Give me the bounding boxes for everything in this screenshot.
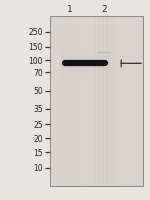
Text: 150: 150 (28, 43, 43, 52)
Text: 15: 15 (33, 148, 43, 157)
Text: 25: 25 (33, 120, 43, 129)
Text: 35: 35 (33, 105, 43, 113)
Text: 20: 20 (33, 134, 43, 143)
Text: 50: 50 (33, 87, 43, 96)
Text: 100: 100 (28, 57, 43, 65)
Text: 70: 70 (33, 69, 43, 77)
Text: 2: 2 (101, 5, 107, 13)
Text: 10: 10 (33, 164, 43, 172)
Bar (50, 17, 143, 186)
Text: 250: 250 (28, 28, 43, 37)
Text: 1: 1 (67, 5, 73, 13)
